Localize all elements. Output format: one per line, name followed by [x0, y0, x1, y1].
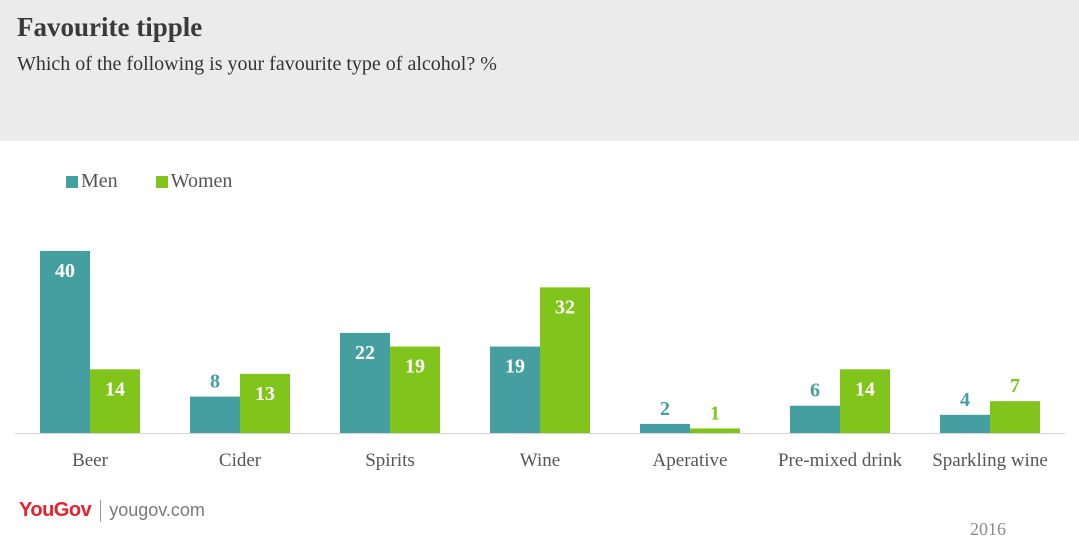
bar-men-2: [340, 332, 390, 433]
header-panel: Favourite tipple Which of the following …: [0, 0, 1079, 141]
brand-divider: [100, 499, 102, 522]
data-label-men-1: 8: [210, 371, 220, 393]
bar-chart: 40 14 Beer 8 13 Cider 22 19 Spirits 19 32 Wine 2 1 Ape…: [15, 251, 1065, 471]
legend-swatch-women: [155, 175, 168, 188]
bar-women-5: [840, 369, 890, 433]
chart-subtitle: Which of the following is your favourite…: [17, 53, 497, 75]
bar-men-0: [40, 251, 90, 433]
bar-men-1: [190, 396, 240, 433]
bar-men-4: [640, 423, 690, 433]
data-label-men-2: 22: [355, 342, 375, 364]
category-label-0: Beer: [72, 450, 109, 471]
chart-title: Favourite tipple: [17, 12, 203, 42]
bar-women-0: [90, 369, 140, 433]
brand-url[interactable]: yougov.com: [109, 500, 205, 520]
brand-footer: YouGov yougov.com: [19, 499, 205, 522]
bar-men-6: [940, 414, 990, 433]
data-label-women-3: 32: [555, 296, 575, 318]
data-label-men-3: 19: [505, 356, 525, 378]
bar-women-2: [390, 346, 440, 433]
category-label-5: Pre-mixed drink: [778, 450, 903, 471]
category-label-1: Cider: [219, 450, 262, 471]
category-label-2: Spirits: [365, 450, 415, 471]
data-label-men-5: 6: [810, 380, 820, 402]
legend-item-men: Men: [66, 170, 118, 193]
category-label-6: Sparkling wine: [932, 450, 1048, 471]
data-label-men-0: 40: [55, 260, 75, 282]
bar-men-3: [490, 346, 540, 433]
data-label-women-1: 13: [255, 383, 275, 405]
bar-men-5: [790, 405, 840, 433]
data-label-men-4: 2: [660, 398, 670, 420]
data-label-men-6: 4: [960, 389, 970, 411]
legend: Men Women: [66, 170, 270, 193]
category-label-3: Wine: [520, 450, 560, 471]
data-label-women-2: 19: [405, 356, 425, 378]
yougov-logo[interactable]: YouGov: [19, 499, 92, 521]
bar-women-6: [990, 401, 1040, 433]
bar-women-4: [690, 428, 740, 433]
legend-label-men: Men: [81, 170, 118, 192]
bar-women-1: [240, 373, 290, 433]
bar-women-3: [540, 287, 590, 433]
year-label: 2016: [970, 519, 1006, 539]
data-label-women-6: 7: [1010, 375, 1020, 397]
data-label-women-5: 14: [855, 378, 875, 400]
data-label-women-4: 1: [710, 402, 720, 424]
category-label-4: Aperative: [653, 450, 728, 471]
legend-swatch-men: [66, 175, 78, 188]
data-label-women-0: 14: [105, 378, 125, 400]
legend-item-women: Women: [155, 170, 233, 193]
legend-label-women: Women: [170, 170, 233, 192]
